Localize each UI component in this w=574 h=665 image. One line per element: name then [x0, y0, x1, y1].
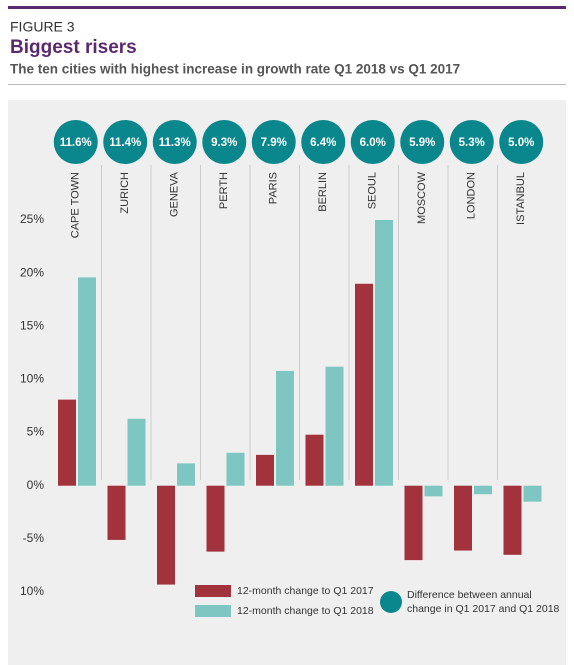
x-tick-label: GENEVA — [169, 171, 181, 217]
difference-label: 5.3% — [459, 137, 485, 149]
bar — [107, 485, 126, 540]
difference-label: 11.6% — [60, 137, 92, 149]
legend-label: Difference between annual change in Q1 2… — [407, 589, 560, 615]
difference-marker — [499, 120, 544, 164]
bar — [503, 485, 522, 555]
bar — [206, 485, 225, 552]
y-tick-label: 10% — [20, 584, 44, 598]
bar — [127, 418, 146, 486]
difference-marker — [202, 120, 247, 164]
difference-label: 11.4% — [109, 137, 141, 149]
difference-label: 11.3% — [159, 137, 191, 149]
bar — [157, 485, 175, 585]
difference-marker — [301, 120, 346, 164]
y-tick-label: 15% — [20, 318, 44, 332]
difference-label: 6.4% — [310, 137, 336, 149]
legend-label: 12-month change to Q1 2018 — [237, 605, 374, 617]
y-tick-label: -5% — [23, 531, 45, 545]
bar — [58, 399, 76, 486]
chart-title: Biggest risers — [10, 37, 137, 58]
x-tick-label: MOSCOW — [416, 171, 428, 224]
legend-swatch — [195, 605, 231, 617]
bar — [78, 277, 96, 486]
difference-label: 9.3% — [211, 137, 237, 149]
y-tick-label: 0% — [27, 478, 45, 492]
bar — [305, 434, 324, 486]
bar — [404, 485, 423, 561]
difference-label: 6.0% — [360, 137, 386, 149]
bar — [454, 485, 472, 551]
y-tick-label: 5% — [27, 425, 45, 439]
figure-label: FIGURE 3 — [10, 19, 75, 35]
bar — [523, 485, 542, 502]
x-tick-label: PERTH — [218, 172, 230, 209]
legend-swatch — [195, 585, 231, 597]
y-tick-label: 10% — [20, 372, 44, 386]
bar — [325, 366, 344, 486]
x-tick-label: PARIS — [268, 172, 280, 204]
bar — [177, 463, 195, 486]
legend-label: 12-month change to Q1 2017 — [237, 585, 374, 597]
x-tick-label: ISTANBUL — [515, 172, 527, 225]
difference-marker — [152, 120, 197, 164]
difference-marker — [449, 120, 494, 164]
difference-label: 5.9% — [409, 137, 435, 149]
difference-marker — [103, 120, 148, 164]
difference-marker — [251, 120, 296, 164]
separator — [8, 84, 566, 85]
y-tick-label: 25% — [20, 212, 44, 226]
x-tick-label: ZURICH — [119, 172, 131, 214]
bar — [375, 220, 393, 486]
bar — [424, 485, 443, 497]
difference-marker — [53, 120, 98, 164]
top-rule — [8, 6, 566, 9]
bar — [256, 454, 274, 486]
legend-swatch — [380, 591, 402, 613]
bar — [276, 370, 294, 486]
difference-marker — [350, 120, 395, 164]
chart-subtitle: The ten cities with highest increase in … — [10, 62, 460, 77]
x-tick-label: BERLIN — [317, 172, 329, 212]
difference-label: 7.9% — [261, 137, 287, 149]
y-tick-label: 20% — [20, 265, 44, 279]
difference-marker — [400, 120, 445, 164]
bar — [474, 485, 492, 495]
bar — [355, 283, 373, 486]
x-tick-label: SEOUL — [367, 172, 379, 209]
x-tick-label: CAPE TOWN — [70, 172, 82, 238]
difference-label: 5.0% — [508, 137, 534, 149]
bar — [226, 452, 245, 486]
x-tick-label: LONDON — [466, 172, 478, 219]
